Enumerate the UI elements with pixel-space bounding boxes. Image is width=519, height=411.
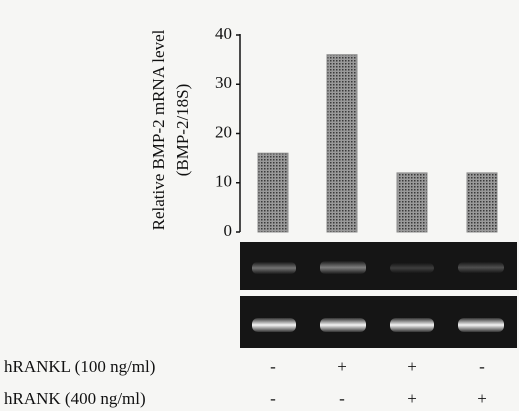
y-tick-label: 0 (224, 221, 233, 240)
gel-blot (240, 242, 517, 290)
page: {"chart_data": {"type": "bar", "y_label"… (0, 0, 519, 411)
condition-label: hRANKL (100 ng/ml) (4, 357, 155, 376)
gel-blot (240, 296, 517, 348)
condition-sign: + (477, 389, 487, 408)
condition-sign: - (479, 357, 485, 376)
condition-sign: - (270, 357, 276, 376)
y-axis-label: Relative BMP-2 mRNA level (149, 29, 168, 230)
condition-sign: + (407, 389, 417, 408)
chart: Relative BMP-2 mRNA level (BMP-2/18S) 0 1… (0, 0, 519, 411)
bar (258, 153, 288, 232)
y-tick-label: 40 (215, 24, 232, 43)
y-tick-label: 30 (215, 73, 232, 92)
condition-sign: + (407, 357, 417, 376)
condition-sign: + (337, 357, 347, 376)
bar (397, 173, 427, 232)
y-axis-label: (BMP-2/18S) (173, 84, 192, 177)
condition-sign: - (339, 389, 345, 408)
bar (327, 55, 357, 232)
bar (467, 173, 497, 232)
y-tick-label: 10 (215, 172, 232, 191)
condition-label: hRANK (400 ng/ml) (4, 389, 146, 408)
y-tick-label: 20 (215, 122, 232, 141)
condition-sign: - (270, 389, 276, 408)
